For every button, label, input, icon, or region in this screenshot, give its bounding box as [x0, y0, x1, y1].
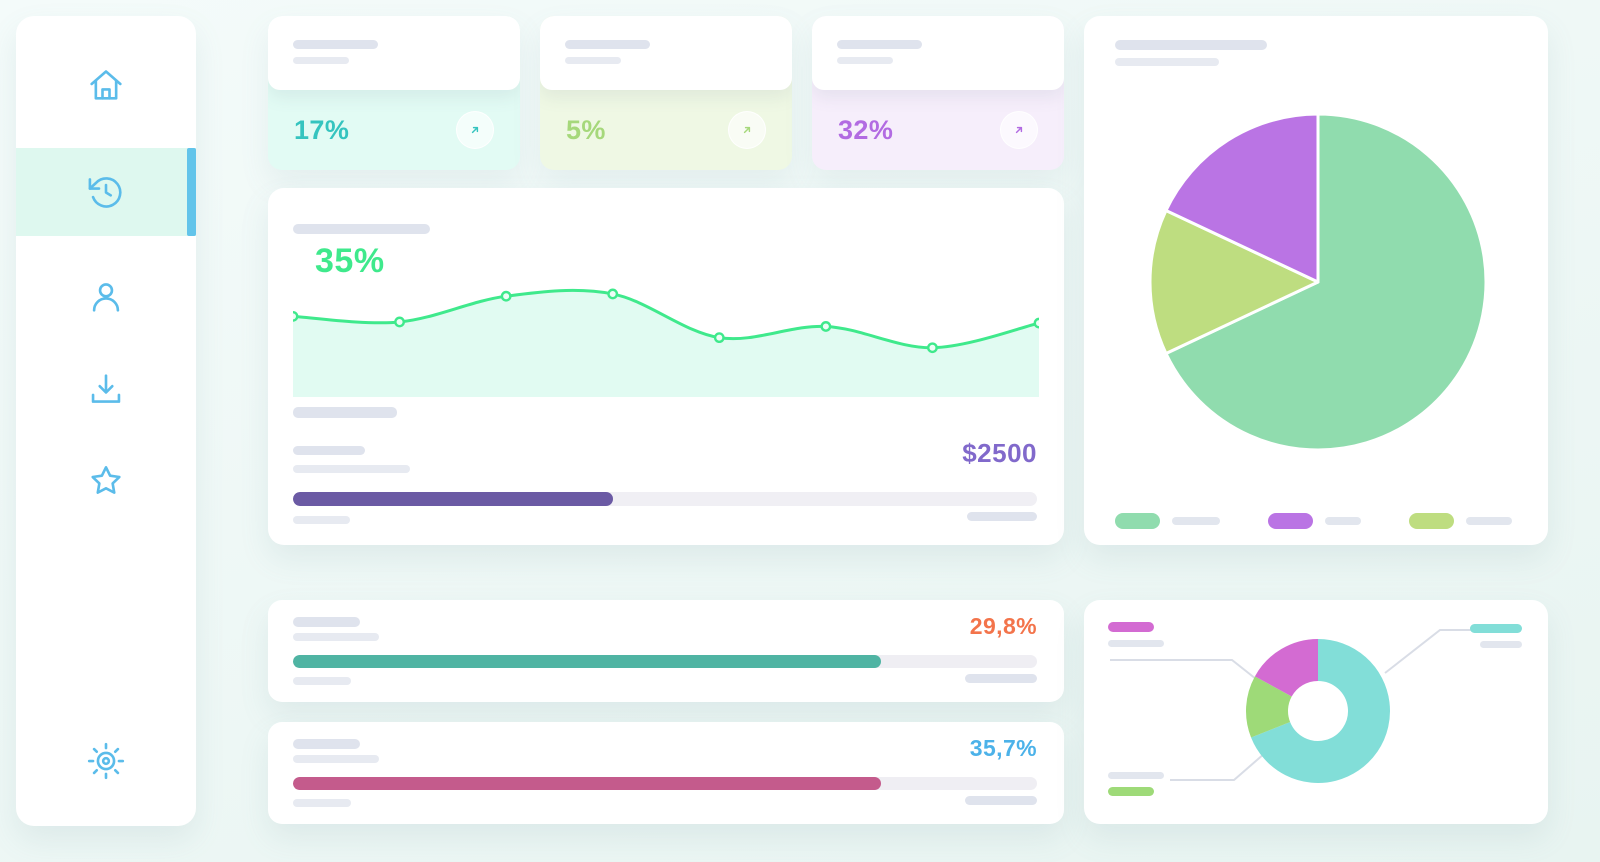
main-progress-fill: [293, 492, 613, 506]
progress-card-2: 35,7%: [268, 722, 1064, 824]
line-chart: [293, 288, 1039, 397]
stat-card-1: 17%: [268, 16, 520, 170]
placeholder-bar: [837, 40, 922, 49]
arrow-up-right-icon: [743, 126, 751, 134]
progress-value: 35,7%: [969, 735, 1037, 761]
progress-card-1: 29,8%: [268, 600, 1064, 702]
placeholder-bar: [1115, 58, 1219, 66]
placeholder-bar: [837, 57, 893, 64]
legend-swatch-teal: [1470, 624, 1522, 633]
placeholder-bar: [565, 40, 650, 49]
star-icon: [91, 466, 121, 494]
placeholder-bar: [1108, 640, 1164, 647]
legend-item: [1115, 513, 1220, 529]
arrow-up-right-icon: [471, 126, 479, 134]
stat-value: 17%: [294, 114, 350, 145]
stat-card-header: [812, 16, 1064, 90]
placeholder-title-bar: [293, 224, 430, 234]
stat-value: 32%: [838, 114, 894, 145]
placeholder-title-bar: [293, 739, 360, 749]
placeholder-bar: [293, 446, 365, 455]
pie-chart: [1148, 112, 1488, 452]
donut-chart-card: [1084, 600, 1548, 824]
legend-swatch-green: [1108, 787, 1154, 796]
stat-card-body: 17%: [268, 90, 520, 170]
placeholder-bar: [293, 407, 397, 418]
legend-item-green: [1108, 772, 1164, 796]
download-icon: [91, 374, 121, 403]
placeholder-bar: [293, 633, 379, 641]
placeholder-bar: [1466, 517, 1512, 525]
pie-legend: [1115, 513, 1512, 529]
stat-card-3: 32%: [812, 16, 1064, 170]
active-indicator: [187, 148, 196, 236]
placeholder-title-bar: [293, 617, 360, 627]
legend-item-teal: [1470, 624, 1522, 648]
donut-chart: [1110, 629, 1520, 783]
stat-card-body: 32%: [812, 90, 1064, 170]
progress-track: [293, 655, 1037, 668]
placeholder-title-bar: [1115, 40, 1267, 50]
stat-card-body: 5%: [540, 90, 792, 170]
stat-card-2: 5%: [540, 16, 792, 170]
sidebar: [16, 16, 196, 826]
trend-button[interactable]: [1000, 111, 1038, 149]
sidebar-item-settings[interactable]: [16, 717, 196, 805]
settings-icon: [87, 742, 125, 780]
placeholder-bar: [565, 57, 621, 64]
pie-chart-card: [1084, 16, 1548, 545]
placeholder-bar: [293, 40, 378, 49]
progress-track: [293, 777, 1037, 790]
progress-fill: [293, 777, 881, 790]
amount-value: $2500: [962, 438, 1037, 468]
stat-value: 5%: [566, 114, 606, 145]
placeholder-bar: [293, 465, 410, 473]
arrow-up-right-icon: [1015, 126, 1023, 134]
placeholder-bar: [1325, 517, 1361, 525]
stat-card-header: [268, 16, 520, 90]
history-icon: [88, 177, 122, 208]
placeholder-bar: [1108, 772, 1164, 779]
legend-swatch-purple: [1268, 513, 1313, 529]
placeholder-bar: [967, 512, 1037, 521]
sidebar-item-favorites[interactable]: [16, 437, 196, 525]
placeholder-bar: [293, 516, 350, 524]
sidebar-item-home[interactable]: [16, 41, 196, 129]
placeholder-bar: [293, 57, 349, 64]
placeholder-bar: [965, 674, 1037, 683]
progress-value: 29,8%: [969, 613, 1037, 639]
stat-card-header: [540, 16, 792, 90]
sidebar-item-profile[interactable]: [16, 253, 196, 341]
main-progress-track: [293, 492, 1037, 506]
legend-item: [1268, 513, 1361, 529]
placeholder-bar: [1172, 517, 1220, 525]
placeholder-bar: [965, 796, 1037, 805]
main-chart-card: 35% $2500: [268, 188, 1064, 545]
legend-swatch-green: [1115, 513, 1160, 529]
user-icon: [92, 283, 120, 312]
placeholder-bar: [1480, 641, 1522, 648]
home-icon: [90, 70, 122, 100]
legend-swatch-olive: [1409, 513, 1454, 529]
placeholder-bar: [293, 755, 379, 763]
sidebar-item-history[interactable]: [16, 148, 196, 236]
trend-button[interactable]: [456, 111, 494, 149]
placeholder-bar: [293, 677, 351, 685]
legend-swatch-magenta: [1108, 622, 1154, 632]
progress-fill: [293, 655, 881, 668]
main-chart-headline: 35%: [315, 242, 385, 280]
legend-item-magenta: [1108, 622, 1164, 647]
placeholder-bar: [293, 799, 351, 807]
trend-button[interactable]: [728, 111, 766, 149]
sidebar-item-downloads[interactable]: [16, 345, 196, 433]
legend-item: [1409, 513, 1512, 529]
